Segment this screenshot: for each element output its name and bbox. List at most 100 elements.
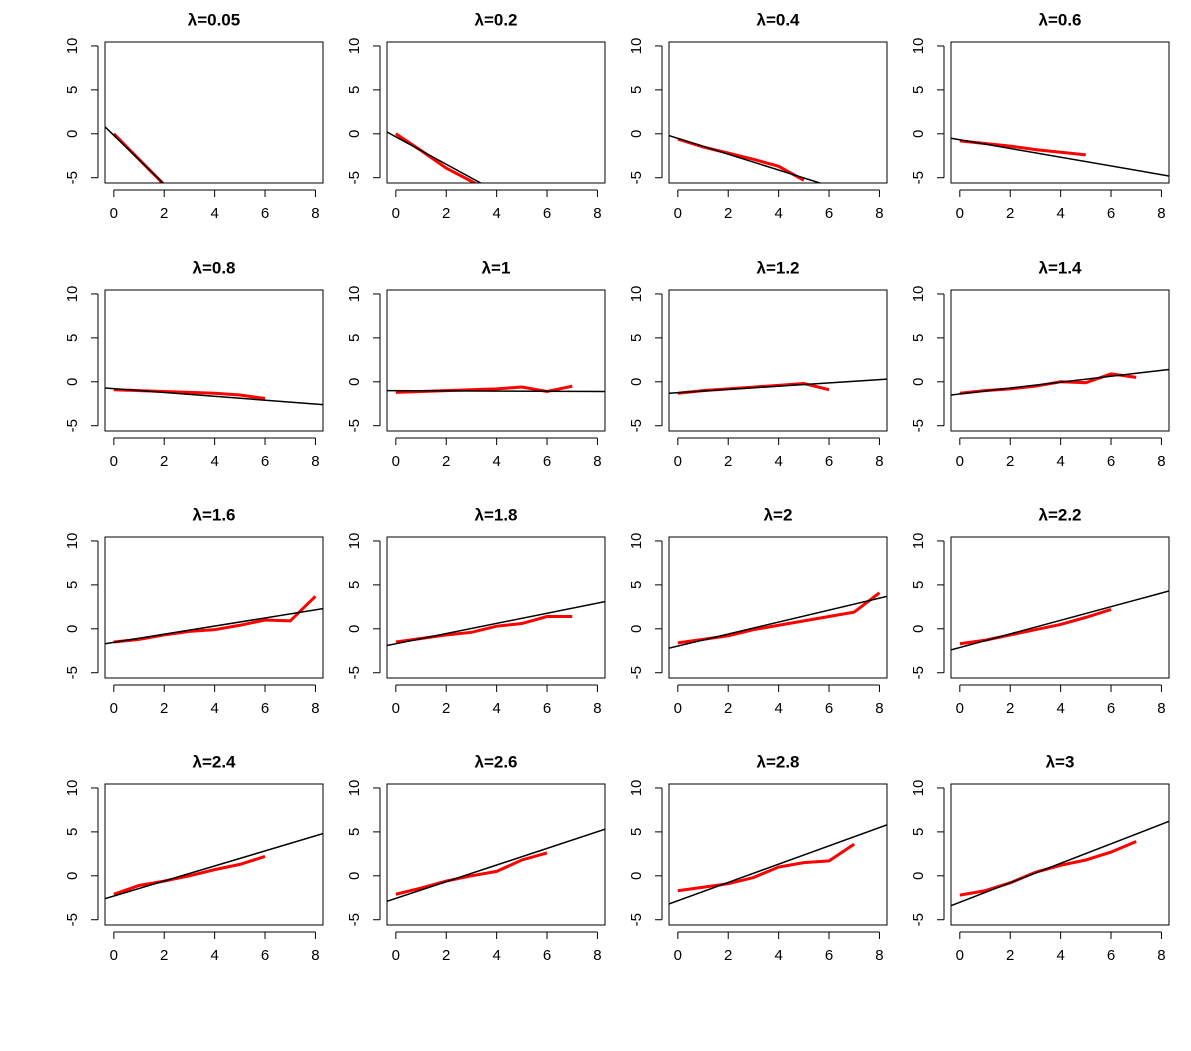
y-tick-label: 5 — [346, 828, 363, 836]
data-line — [677, 591, 881, 645]
x-tick-label: 2 — [1006, 947, 1014, 964]
y-tick-label: 0 — [628, 872, 645, 880]
panel-title: λ=1.2 — [756, 258, 799, 277]
panel-title: λ=1.4 — [1038, 258, 1082, 277]
data-line — [394, 132, 478, 183]
data-line — [387, 131, 483, 183]
x-tick-label: 0 — [392, 453, 400, 470]
x-tick-label: 8 — [1157, 205, 1165, 222]
x-tick-label: 6 — [825, 453, 833, 470]
x-tick-label: 6 — [825, 947, 833, 964]
x-tick-label: 4 — [492, 205, 500, 222]
panel: λ=0.05 0 2 4 6 8 -5 0 5 10 — [64, 10, 324, 222]
data-line — [387, 389, 605, 393]
y-tick-label: -5 — [628, 913, 645, 926]
y-tick-label: 10 — [64, 286, 81, 303]
x-tick-label: 4 — [774, 700, 782, 717]
y-tick-label: 10 — [64, 780, 81, 797]
y-tick-label: 0 — [910, 625, 927, 633]
y-tick-label: -5 — [64, 666, 81, 679]
x-tick-label: 4 — [210, 453, 218, 470]
y-tick-label: 5 — [910, 581, 927, 589]
x-tick-label: 0 — [674, 205, 682, 222]
x-tick-label: 2 — [1006, 453, 1014, 470]
y-tick-label: 10 — [346, 780, 363, 797]
y-tick-label: -5 — [628, 419, 645, 432]
x-tick-label: 6 — [543, 700, 551, 717]
plot-box — [668, 783, 888, 926]
y-tick-label: 10 — [346, 533, 363, 550]
x-tick-label: 2 — [1006, 205, 1014, 222]
x-tick-label: 6 — [1107, 205, 1115, 222]
y-tick-label: 5 — [628, 828, 645, 836]
plot-box — [950, 289, 1170, 432]
y-tick-label: -5 — [628, 666, 645, 679]
y-tick-label: 5 — [910, 86, 927, 94]
x-tick-label: 2 — [1006, 700, 1014, 717]
y-tick-label: -5 — [910, 171, 927, 184]
plot-box — [668, 289, 888, 432]
y-tick-label: -5 — [910, 419, 927, 432]
x-tick-label: 8 — [311, 700, 319, 717]
x-tick-label: 0 — [674, 453, 682, 470]
x-tick-label: 0 — [956, 453, 964, 470]
data-line — [951, 590, 1169, 651]
y-tick-label: 10 — [628, 286, 645, 303]
panel-title: λ=0.2 — [474, 10, 517, 29]
y-tick-label: 5 — [346, 581, 363, 589]
panel-title: λ=2.8 — [756, 752, 799, 771]
x-tick-label: 4 — [1056, 205, 1064, 222]
x-tick-label: 8 — [593, 700, 601, 717]
x-tick-label: 2 — [442, 700, 450, 717]
panel: λ=2.4 0 2 4 6 8 -5 0 5 10 — [64, 752, 324, 964]
panel-title: λ=0.05 — [188, 10, 240, 29]
x-tick-label: 4 — [774, 947, 782, 964]
y-tick-label: 0 — [346, 872, 363, 880]
y-tick-label: 5 — [64, 86, 81, 94]
x-tick-label: 6 — [1107, 453, 1115, 470]
x-tick-label: 6 — [543, 453, 551, 470]
x-tick-label: 6 — [543, 947, 551, 964]
x-tick-label: 2 — [724, 947, 732, 964]
y-tick-label: 10 — [910, 780, 927, 797]
x-tick-label: 6 — [261, 700, 269, 717]
x-tick-label: 6 — [825, 700, 833, 717]
x-tick-label: 4 — [774, 205, 782, 222]
x-tick-label: 4 — [210, 205, 218, 222]
data-line — [951, 368, 1169, 396]
data-line — [113, 595, 317, 644]
panel: λ=2.6 0 2 4 6 8 -5 0 5 10 — [346, 752, 606, 964]
x-tick-label: 8 — [875, 947, 883, 964]
x-tick-label: 0 — [110, 700, 118, 717]
y-tick-label: 5 — [346, 86, 363, 94]
x-tick-label: 4 — [774, 453, 782, 470]
y-tick-label: 5 — [628, 581, 645, 589]
y-tick-label: 5 — [64, 581, 81, 589]
data-line — [105, 387, 323, 406]
x-tick-label: 2 — [160, 453, 168, 470]
y-tick-label: -5 — [346, 419, 363, 432]
y-tick-label: -5 — [64, 419, 81, 432]
x-tick-label: 8 — [311, 947, 319, 964]
y-tick-label: 0 — [64, 625, 81, 633]
y-tick-label: 0 — [910, 130, 927, 138]
plot-box — [668, 41, 888, 184]
y-tick-label: 0 — [910, 872, 927, 880]
x-tick-label: 6 — [261, 453, 269, 470]
data-line — [105, 832, 323, 900]
data-line — [677, 842, 856, 893]
plot-box — [104, 783, 324, 926]
x-tick-label: 2 — [442, 453, 450, 470]
y-tick-label: 5 — [628, 334, 645, 342]
panel-title: λ=1.8 — [474, 505, 517, 524]
x-tick-label: 0 — [674, 947, 682, 964]
y-tick-label: 0 — [64, 378, 81, 386]
x-tick-label: 8 — [875, 453, 883, 470]
y-tick-label: 5 — [628, 86, 645, 94]
x-tick-label: 8 — [1157, 947, 1165, 964]
y-tick-label: 10 — [910, 533, 927, 550]
panel: λ=1.4 0 2 4 6 8 -5 0 5 10 — [910, 258, 1170, 470]
panel-title: λ=1.6 — [192, 505, 235, 524]
